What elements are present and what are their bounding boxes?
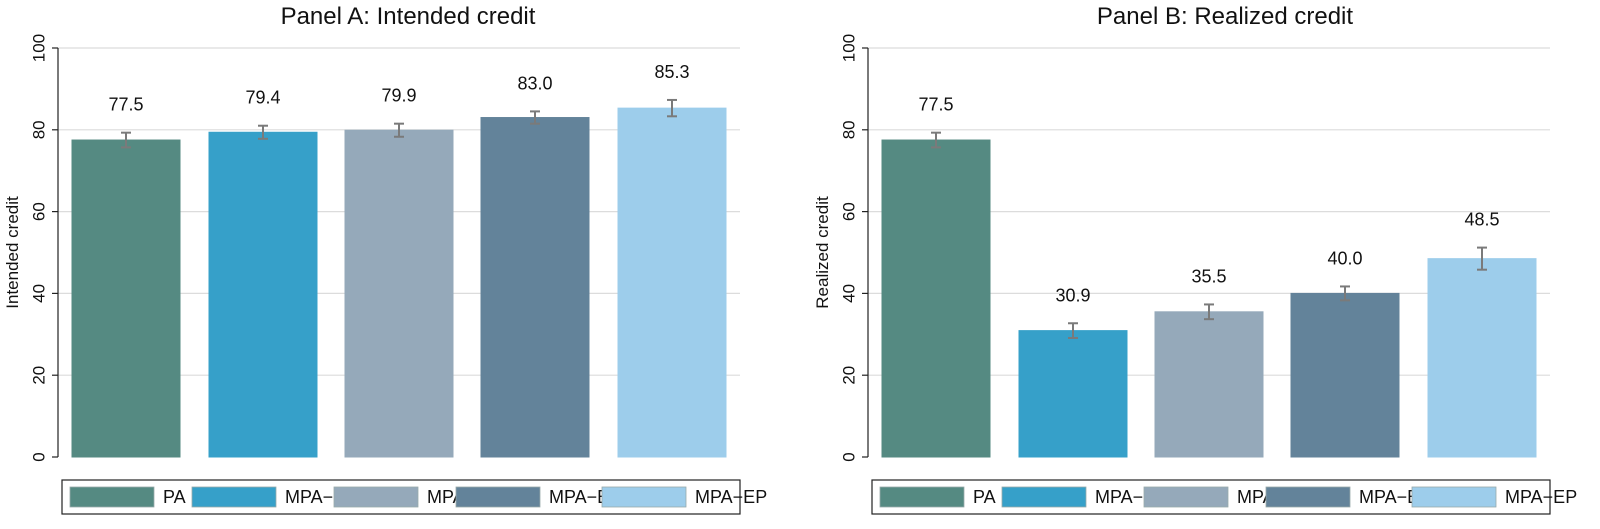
y-tick-label: 20 — [839, 366, 858, 385]
bar-mpa-a — [344, 129, 454, 458]
y-tick-label: 80 — [839, 120, 858, 139]
chart-title: Panel B: Realized credit — [1097, 3, 1353, 30]
bar-pa — [71, 139, 181, 458]
bar-pa — [881, 139, 991, 458]
y-axis-label: Realized credit — [813, 196, 832, 309]
chart-title: Panel A: Intended credit — [281, 3, 536, 30]
y-tick-label: 80 — [29, 120, 48, 139]
legend-swatch — [191, 486, 277, 508]
data-label: 79.4 — [245, 88, 280, 108]
legend-swatch — [879, 486, 965, 508]
legend-swatch — [455, 486, 541, 508]
bar-mpa-ed — [480, 117, 590, 458]
bar-mpa-md — [1018, 330, 1128, 458]
data-label: 85.3 — [654, 62, 689, 82]
data-label: 77.5 — [918, 95, 953, 115]
bar-mpa-ep — [1427, 258, 1537, 458]
bar-mpa-ep — [617, 107, 727, 458]
bar-mpa-a — [1154, 311, 1264, 458]
legend-swatch — [601, 486, 687, 508]
data-label: 48.5 — [1464, 210, 1499, 230]
y-tick-label: 60 — [839, 202, 858, 221]
y-tick-label: 40 — [839, 284, 858, 303]
panel-a: Panel A: Intended credit Intended credit 0… — [3, 3, 767, 515]
legend-label: MPA−EP — [1505, 487, 1577, 507]
y-axis-label: Intended credit — [3, 196, 22, 309]
legend-swatch — [1411, 486, 1497, 508]
bar-mpa-ed — [1290, 292, 1400, 458]
y-tick-label: 100 — [839, 34, 858, 62]
y-tick-label: 0 — [29, 452, 48, 461]
legend-label: MPA−EP — [695, 487, 767, 507]
data-label: 83.0 — [517, 73, 552, 93]
legend-swatch — [69, 486, 155, 508]
legend-swatch — [1143, 486, 1229, 508]
y-tick-label: 40 — [29, 284, 48, 303]
panel-b: Panel B: Realized credit Realized credit 0… — [813, 3, 1577, 515]
legend-swatch — [1265, 486, 1351, 508]
y-tick-label: 100 — [29, 34, 48, 62]
y-tick-label: 20 — [29, 366, 48, 385]
data-label: 79.9 — [381, 86, 416, 106]
legend-label: PA — [163, 487, 186, 507]
bar-mpa-md — [208, 131, 318, 458]
y-tick-label: 60 — [29, 202, 48, 221]
y-tick-label: 0 — [839, 452, 858, 461]
data-label: 77.5 — [108, 95, 143, 115]
legend-swatch — [1001, 486, 1087, 508]
data-label: 35.5 — [1191, 266, 1226, 286]
legend-label: PA — [973, 487, 996, 507]
legend-swatch — [333, 486, 419, 508]
data-label: 30.9 — [1055, 285, 1090, 305]
data-label: 40.0 — [1327, 248, 1362, 268]
